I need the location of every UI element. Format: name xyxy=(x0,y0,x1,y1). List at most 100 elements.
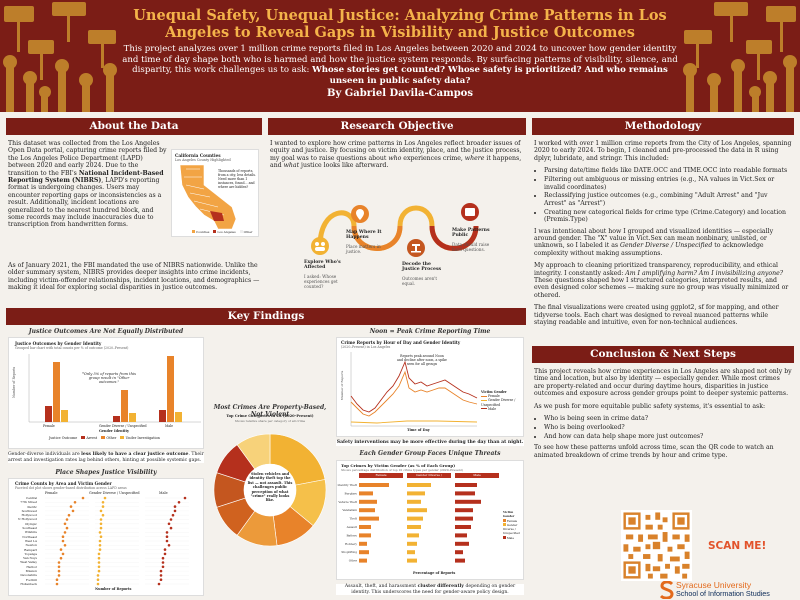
step-4-desc: Data should raise hard questions. xyxy=(452,242,490,252)
noon-legend: Victim Gender Female Gender Diverse / Un… xyxy=(481,390,523,411)
justice-caption: Gender-diverse individuals are less like… xyxy=(8,452,204,464)
justice-chart-title: Justice Outcomes by Gender Identity xyxy=(15,341,102,346)
donut-hole xyxy=(244,464,296,516)
method-p2-a: I was intentional about how I grouped an… xyxy=(534,227,774,250)
area-dot xyxy=(99,526,103,530)
threats-facet-diverse: Gender Diverse / Unspecified xyxy=(407,473,451,482)
justice-group-female: Female xyxy=(43,424,55,428)
conclusion-paragraph-3: To see how these patterns unfold across … xyxy=(534,444,774,459)
protest-fists-icon xyxy=(683,2,797,112)
justice-ylabel: Number of Reports xyxy=(12,367,16,398)
list-item: Parsing date/time fields like DATE.OCC a… xyxy=(544,167,792,174)
category-label: Other xyxy=(349,559,358,563)
research-where: where xyxy=(464,154,485,162)
findings-heading: Key Findings xyxy=(6,308,526,325)
justice-chart: Justice Outcomes by Gender Identity Grou… xyxy=(8,337,204,449)
area-dot xyxy=(171,513,175,517)
area-dot xyxy=(167,522,171,526)
area-dot xyxy=(96,574,100,577)
map-title: California Counties xyxy=(175,153,221,158)
area-dot xyxy=(159,574,163,577)
place-facet-diverse: Gender Diverse / Unspecified xyxy=(89,491,140,495)
threat-bar xyxy=(455,491,475,496)
place-panel-title: Place Shapes Justice Visibility xyxy=(55,469,157,476)
justice-caption-bold: less likely to have a clear justice outc… xyxy=(81,452,189,457)
area-label: West Valley xyxy=(20,560,37,565)
research-timeline: Explore Who's Affected I asked: Whose ex… xyxy=(302,196,512,306)
area-dot xyxy=(99,518,103,521)
area-dot xyxy=(81,496,85,500)
legend-row: Male xyxy=(481,407,523,411)
threat-bar xyxy=(359,525,371,529)
category-label: Burglary xyxy=(345,491,358,495)
qr-code-icon[interactable] xyxy=(621,510,692,581)
methodology-tools-paragraph: The final visualizations were created us… xyxy=(534,304,779,327)
area-dot xyxy=(59,548,63,551)
threat-bar xyxy=(455,516,473,521)
category-label: Robbery xyxy=(345,542,357,546)
legend-other: Other xyxy=(106,436,117,440)
justice-bars: Number of Reports xyxy=(12,354,201,423)
noon-lines: Number of Reports xyxy=(340,352,478,427)
justice-panel-title: Justice Outcomes Are Not Equally Distrib… xyxy=(28,328,184,335)
conclusion-paragraph-1: This project reveals how crime experienc… xyxy=(534,368,792,398)
area-dot xyxy=(63,544,67,547)
threat-bar xyxy=(455,483,477,487)
noon-xlabel: Time of Day xyxy=(407,428,430,432)
threat-bar xyxy=(455,499,481,504)
legend-investigation: Under Investigation xyxy=(125,436,160,440)
area-dot xyxy=(96,578,100,581)
methodology-text: I worked with over 1 million crime repor… xyxy=(534,140,792,331)
area-dot xyxy=(98,531,102,534)
list-item: And how can data help shape more just ou… xyxy=(544,433,792,440)
legend-arrest: Arrest xyxy=(86,436,98,440)
area-label: Topanga xyxy=(24,551,37,556)
step-2-desc: Place matters in justice. xyxy=(346,244,381,254)
category-label: Theft xyxy=(350,517,358,521)
area-dot xyxy=(57,569,61,573)
area-label: Hollenbeck xyxy=(20,581,37,586)
method-p3-a: My approach to cleaning prioritized tran… xyxy=(534,262,779,277)
legend-swatch xyxy=(239,230,243,233)
property-center-text: Stolen vehicles and identity theft top t… xyxy=(247,472,293,503)
category-label: Battery xyxy=(346,533,357,537)
threat-bar xyxy=(359,491,373,496)
threat-bar xyxy=(455,533,467,538)
conclusion-heading: Conclusion & Next Steps xyxy=(532,346,794,363)
poster-header: Unequal Safety, Unequal Justice: Analyzi… xyxy=(0,0,800,112)
scan-me-label: SCAN ME! xyxy=(708,540,767,552)
threats-caption-b: depending on gender identity. This under… xyxy=(351,584,516,595)
research-what: what xyxy=(283,162,300,170)
legend-counties: Counties xyxy=(195,230,210,234)
list-item: Who is being seen in crime data? xyxy=(544,415,792,422)
threat-bar xyxy=(407,483,431,487)
property-donut xyxy=(213,433,327,547)
justice-xlabel: Gender Identity xyxy=(99,429,129,433)
area-dot xyxy=(97,552,101,556)
threat-bar xyxy=(407,558,417,563)
area-dot xyxy=(57,574,61,577)
legend-row: Male xyxy=(503,535,525,541)
threat-bar xyxy=(407,550,415,555)
threat-bar xyxy=(407,491,425,496)
threats-facet-female: Female xyxy=(359,473,403,478)
category-label: Assault xyxy=(346,525,358,529)
area-dot xyxy=(99,535,103,538)
map-note: Thousands of reports, from a city, less … xyxy=(218,169,257,189)
method-p2-em: Gender Diverse / Unspecified xyxy=(620,242,713,250)
area-dot xyxy=(99,509,103,513)
area-label: Central xyxy=(26,496,37,500)
area-label: Mission xyxy=(25,569,37,574)
area-dot xyxy=(169,526,173,530)
area-label: Rampart xyxy=(24,547,37,552)
about-p1-bold: National Incident-Based Reporting System… xyxy=(8,169,164,185)
justice-chart-subtitle: Grouped bar chart with total counts per … xyxy=(15,346,129,350)
noon-caption: Safety interventions may be more effecti… xyxy=(336,440,524,446)
area-label: Southeast xyxy=(22,526,37,531)
area-dot xyxy=(165,539,169,543)
area-dot xyxy=(57,565,61,569)
threat-bar xyxy=(407,533,419,538)
research-text: I wanted to explore how crime patterns i… xyxy=(270,140,522,175)
threat-bar xyxy=(359,499,377,504)
threats-caption-bold: cluster differently xyxy=(417,584,464,589)
